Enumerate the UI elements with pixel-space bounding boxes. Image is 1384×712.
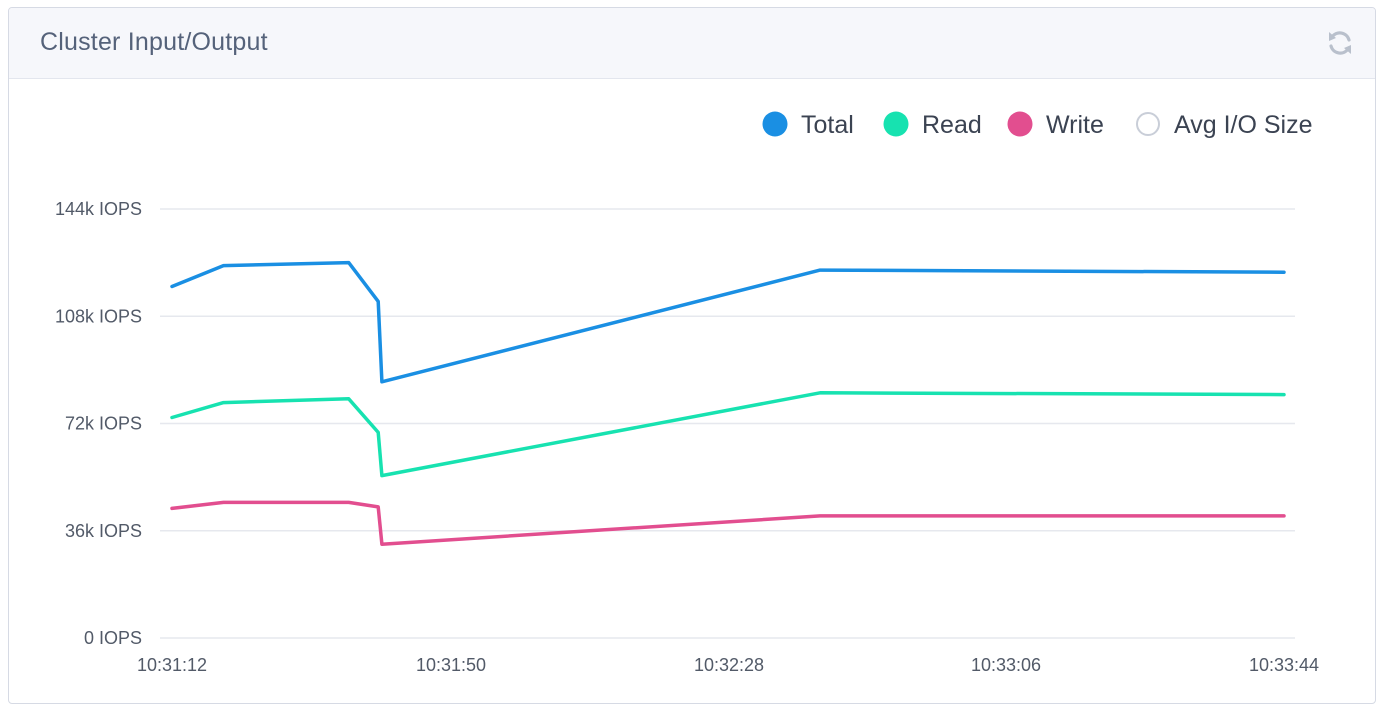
y-tick-label: 72k IOPS xyxy=(65,414,142,434)
series-line-read[interactable] xyxy=(170,391,1286,478)
legend-label: Read xyxy=(922,111,982,139)
legend-label: Avg I/O Size xyxy=(1174,111,1313,139)
series-line-total[interactable] xyxy=(170,260,1286,384)
legend-item-avg_io[interactable]: Avg I/O Size xyxy=(1136,111,1313,139)
legend-marker xyxy=(1007,111,1033,137)
x-tick-label: 10:33:44 xyxy=(1249,655,1319,675)
legend-item-total[interactable]: Total xyxy=(762,111,854,139)
x-tick-label: 10:31:12 xyxy=(137,655,207,675)
y-tick-label: 0 IOPS xyxy=(84,628,142,648)
x-tick-label: 10:32:28 xyxy=(694,655,764,675)
y-tick-label: 36k IOPS xyxy=(65,521,142,541)
x-tick-label: 10:33:06 xyxy=(971,655,1041,675)
y-axis-ticks: 0 IOPS 36k IOPS 72k IOPS 108k IOPS 144k IOPS xyxy=(55,199,142,648)
grid-lines xyxy=(160,208,1295,639)
legend-marker xyxy=(1136,112,1160,136)
panel-header: Cluster Input/Output xyxy=(9,8,1375,79)
refresh-icon[interactable] xyxy=(1325,28,1355,58)
x-axis-ticks: 10:31:12 10:31:50 10:32:28 10:33:06 10:33:44 xyxy=(137,655,1319,675)
legend-marker xyxy=(762,111,788,137)
panel-title: Cluster Input/Output xyxy=(40,28,268,56)
series-lines xyxy=(170,260,1286,546)
legend-item-read[interactable]: Read xyxy=(883,111,982,139)
legend[interactable]: Total Read Write Avg I/O Size xyxy=(762,111,1313,139)
legend-label: Write xyxy=(1046,111,1104,139)
x-tick-label: 10:31:50 xyxy=(416,655,486,675)
legend-item-write[interactable]: Write xyxy=(1007,111,1104,139)
y-tick-label: 144k IOPS xyxy=(55,199,142,219)
legend-marker xyxy=(883,111,909,137)
y-tick-label: 108k IOPS xyxy=(55,306,142,326)
series-line-write[interactable] xyxy=(170,500,1286,546)
legend-label: Total xyxy=(801,111,854,139)
